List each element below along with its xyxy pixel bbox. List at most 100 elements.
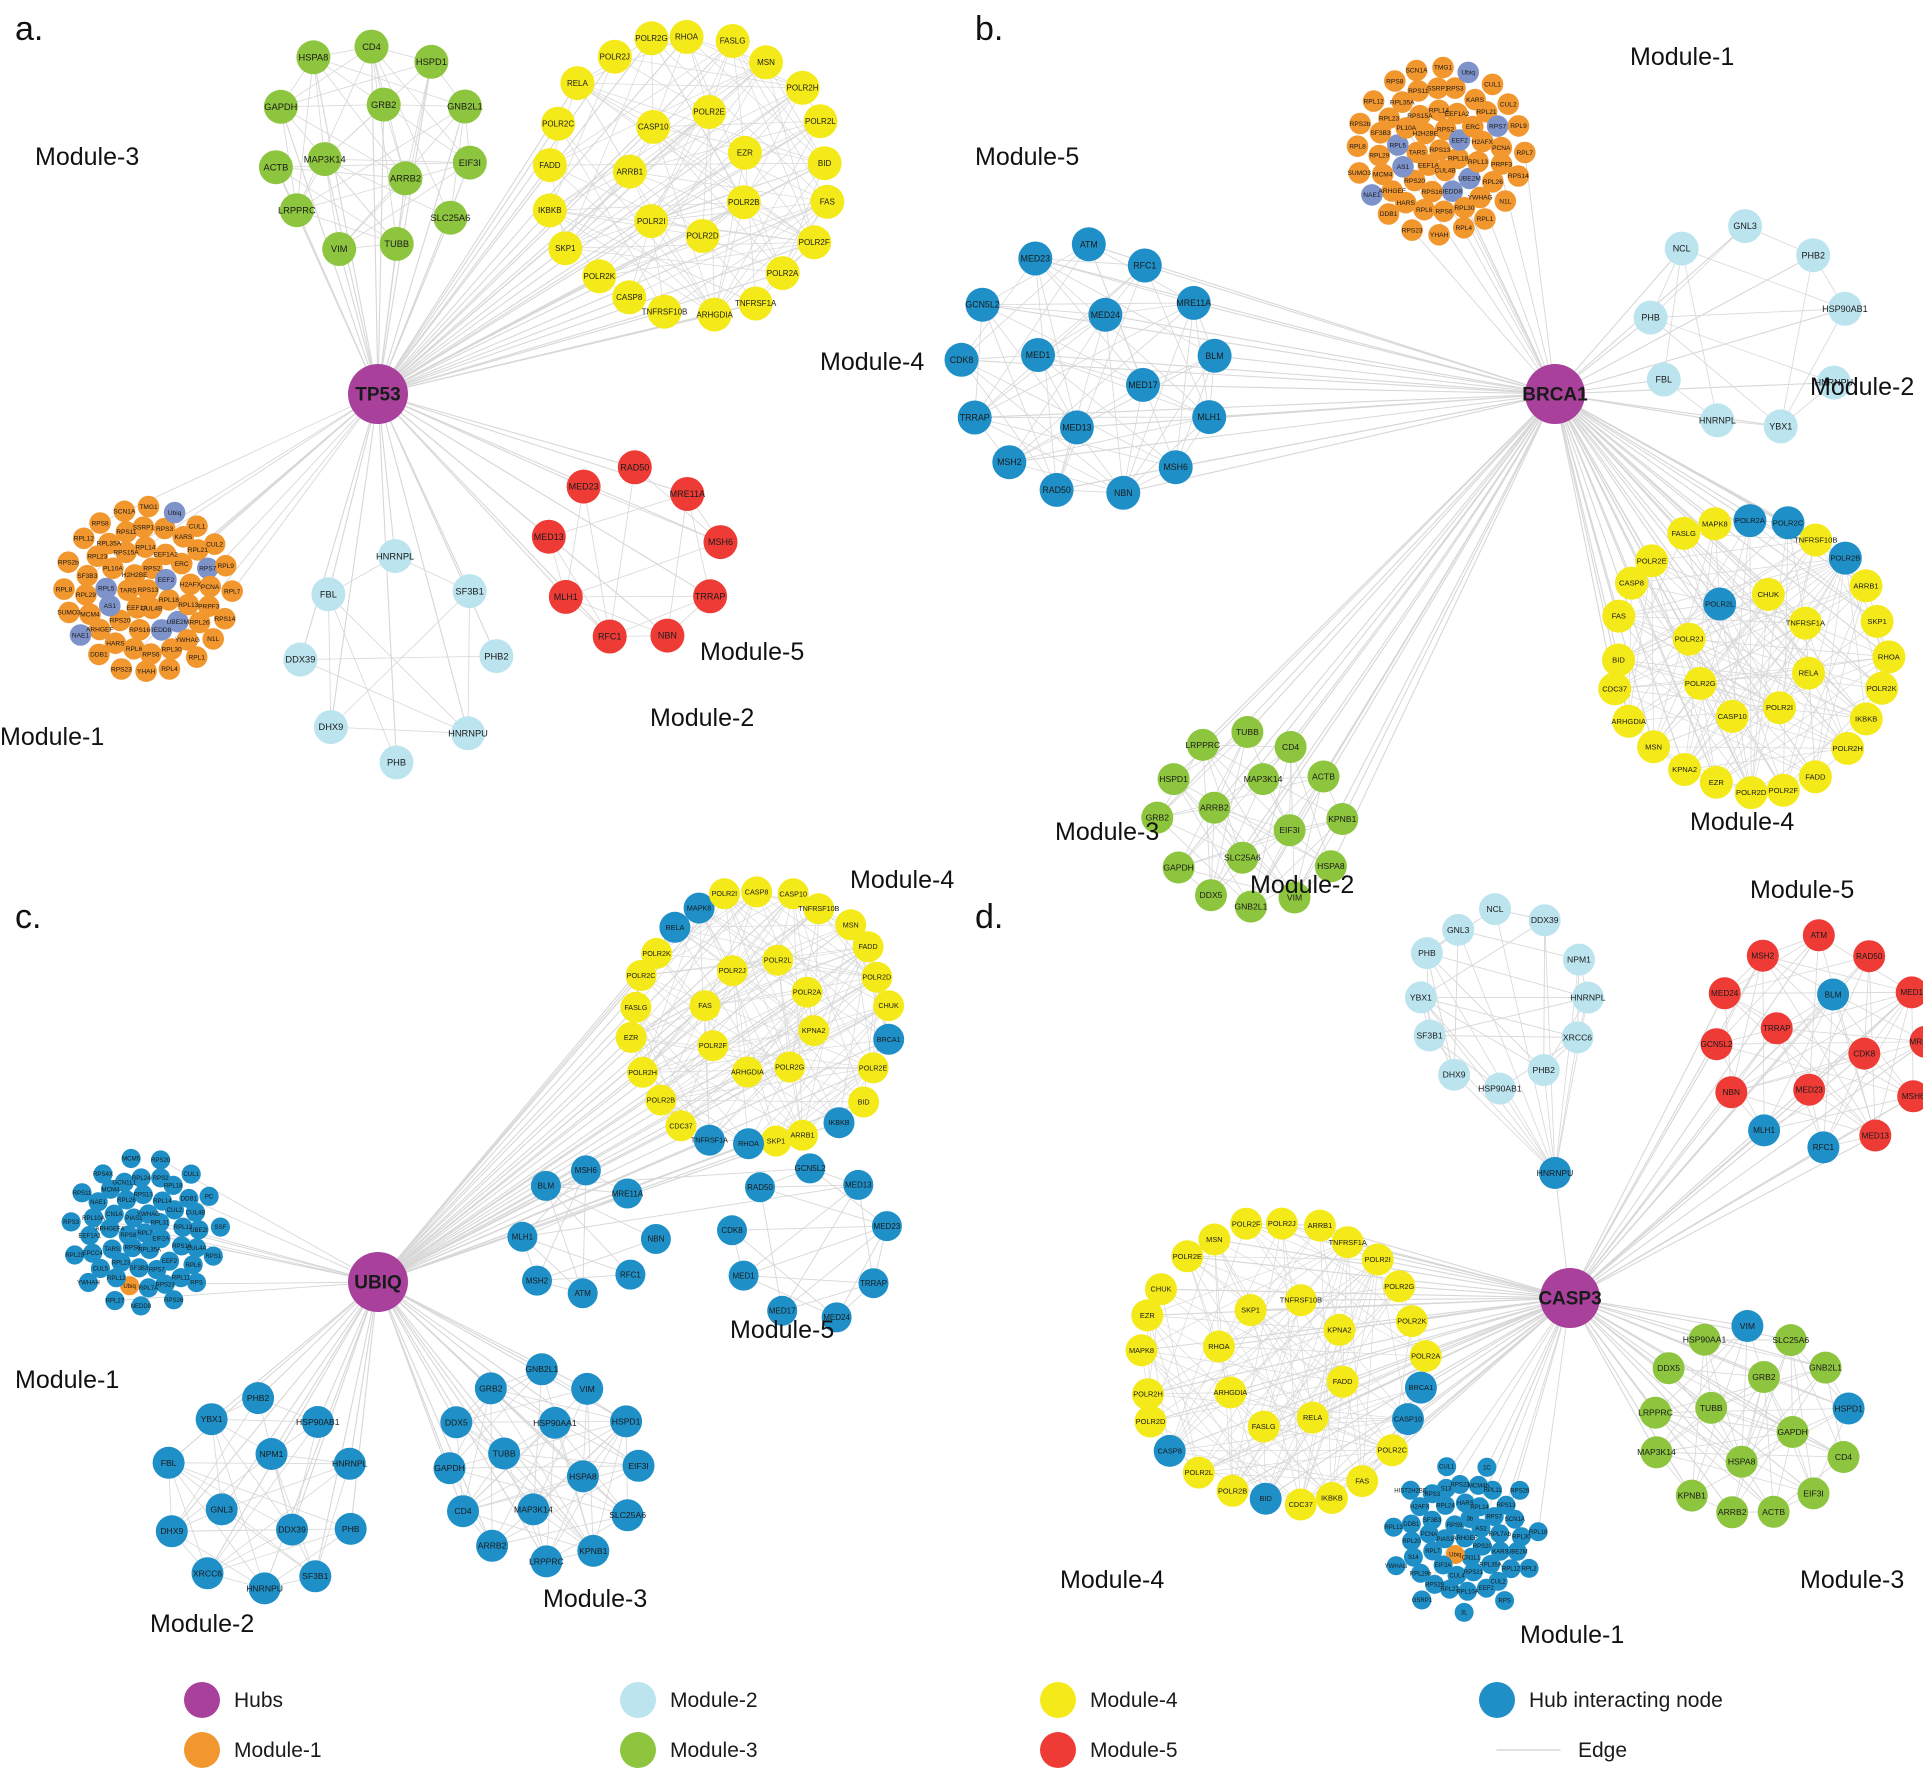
svg-text:YWHAG: YWHAG xyxy=(1468,195,1493,202)
svg-text:MED23: MED23 xyxy=(569,482,599,492)
svg-text:VIM: VIM xyxy=(1740,1321,1755,1331)
svg-text:DDB1: DDB1 xyxy=(90,652,108,659)
svg-text:POLR2F: POLR2F xyxy=(1232,1219,1261,1228)
svg-text:RPS7: RPS7 xyxy=(199,566,217,573)
svg-text:CUL2: CUL2 xyxy=(1490,1579,1506,1585)
svg-text:SLC25A6: SLC25A6 xyxy=(1224,853,1261,863)
svg-text:CUL4A: CUL4A xyxy=(187,1245,208,1252)
svg-text:MAP3K14: MAP3K14 xyxy=(1244,774,1283,784)
svg-text:RPL7Ab: RPL7Ab xyxy=(1489,1532,1512,1538)
svg-text:POLR2I: POLR2I xyxy=(712,889,738,898)
svg-text:RPL27: RPL27 xyxy=(106,1298,125,1305)
svg-text:MSH6: MSH6 xyxy=(1163,462,1188,472)
svg-text:b.: b. xyxy=(975,10,1003,48)
svg-text:c.: c. xyxy=(15,898,41,936)
svg-text:MED1: MED1 xyxy=(732,1271,755,1280)
svg-text:MAPK8: MAPK8 xyxy=(687,904,711,913)
svg-text:GAPDH: GAPDH xyxy=(1163,862,1194,872)
svg-text:DHX9: DHX9 xyxy=(160,1526,183,1536)
svg-text:HSPA8: HSPA8 xyxy=(298,53,328,63)
svg-text:YBX1: YBX1 xyxy=(1410,992,1432,1002)
svg-text:RPL26: RPL26 xyxy=(1483,179,1503,186)
svg-text:YWHAH: YWHAH xyxy=(77,1280,100,1287)
svg-text:FASLG: FASLG xyxy=(1252,1422,1276,1431)
svg-text:HSP90AB1: HSP90AB1 xyxy=(296,1417,340,1427)
svg-text:SKP1: SKP1 xyxy=(555,244,576,253)
svg-text:RPS23: RPS23 xyxy=(1402,227,1423,234)
svg-text:RPL9: RPL9 xyxy=(217,563,234,570)
svg-text:ARHGDIA: ARHGDIA xyxy=(696,310,733,319)
svg-text:PHB: PHB xyxy=(1641,313,1660,323)
svg-text:ARRB1: ARRB1 xyxy=(791,1131,815,1140)
svg-text:TNFRSF10B: TNFRSF10B xyxy=(798,904,839,913)
svg-text:FAS: FAS xyxy=(1355,1477,1369,1486)
svg-text:TARS: TARS xyxy=(119,588,137,595)
svg-text:KPNA2: KPNA2 xyxy=(1672,765,1697,774)
svg-text:POLR2D: POLR2D xyxy=(1736,788,1767,797)
svg-text:AS1: AS1 xyxy=(1397,164,1410,171)
svg-text:CASP8: CASP8 xyxy=(616,293,643,302)
svg-text:CASP8: CASP8 xyxy=(1619,579,1644,588)
svg-text:POLR2I: POLR2I xyxy=(1365,1255,1391,1264)
svg-text:MSN: MSN xyxy=(1206,1235,1222,1244)
svg-text:RPL10A: RPL10A xyxy=(1456,1589,1478,1595)
svg-text:CUL2: CUL2 xyxy=(167,1207,183,1214)
svg-text:YHAH: YHAH xyxy=(137,669,156,676)
svg-text:CD4: CD4 xyxy=(1282,742,1299,752)
svg-text:RPL12: RPL12 xyxy=(1364,98,1384,105)
svg-text:ERC: ERC xyxy=(1466,124,1480,131)
svg-text:FADD: FADD xyxy=(1333,1377,1353,1386)
svg-text:RPL1: RPL1 xyxy=(188,654,205,661)
svg-text:HSPD1: HSPD1 xyxy=(612,1416,641,1426)
svg-text:EIF3I: EIF3I xyxy=(1279,825,1300,835)
svg-text:DDB1: DDB1 xyxy=(1380,211,1398,218)
svg-text:RELA: RELA xyxy=(1303,1413,1322,1422)
svg-text:ATM: ATM xyxy=(575,1289,592,1298)
svg-text:Module-3: Module-3 xyxy=(1055,818,1159,846)
svg-text:RPL29: RPL29 xyxy=(76,592,96,599)
svg-text:DDX39: DDX39 xyxy=(285,655,315,665)
svg-text:YHAH: YHAH xyxy=(1430,232,1449,239)
svg-text:Module-1: Module-1 xyxy=(1520,1621,1624,1649)
svg-text:POLR2F: POLR2F xyxy=(799,238,830,247)
svg-text:MED17: MED17 xyxy=(769,1307,796,1316)
svg-text:RPS4X: RPS4X xyxy=(93,1171,113,1178)
svg-text:MED13: MED13 xyxy=(1062,422,1091,432)
svg-text:RPL12: RPL12 xyxy=(107,1275,126,1282)
svg-text:PC: PC xyxy=(205,1194,214,1201)
svg-text:GRB2: GRB2 xyxy=(371,100,396,110)
svg-text:Module-4: Module-4 xyxy=(1060,1566,1164,1594)
svg-text:MSH6: MSH6 xyxy=(1902,1092,1923,1101)
svg-text:POLR2G: POLR2G xyxy=(1685,679,1716,688)
svg-text:HNRNPL: HNRNPL xyxy=(1699,415,1736,425)
svg-text:RPS2b: RPS2b xyxy=(58,559,79,566)
svg-text:RPS23: RPS23 xyxy=(111,666,132,673)
svg-text:3b: 3b xyxy=(1466,1517,1473,1523)
svg-text:RPL12: RPL12 xyxy=(74,536,94,543)
svg-text:DHX9: DHX9 xyxy=(1443,1070,1466,1080)
svg-text:MED24: MED24 xyxy=(1711,989,1739,998)
svg-text:POLR2C: POLR2C xyxy=(627,971,656,980)
svg-text:Module-2: Module-2 xyxy=(150,1610,254,1638)
svg-text:MED24: MED24 xyxy=(1091,310,1120,320)
svg-text:RPS16: RPS16 xyxy=(129,627,150,634)
svg-text:ARRB2: ARRB2 xyxy=(390,174,421,184)
svg-text:RPL26: RPL26 xyxy=(190,620,210,627)
svg-text:Module-5: Module-5 xyxy=(700,638,804,666)
svg-text:Ubiq: Ubiq xyxy=(1461,70,1475,77)
svg-text:DDB1: DDB1 xyxy=(1403,1522,1420,1528)
svg-text:IKBKB: IKBKB xyxy=(1321,1494,1343,1503)
svg-text:ARRB1: ARRB1 xyxy=(1308,1221,1333,1230)
svg-text:HSPD1: HSPD1 xyxy=(1834,1403,1863,1413)
svg-text:SLC25A6: SLC25A6 xyxy=(609,1510,646,1520)
svg-text:RPS23: RPS23 xyxy=(155,1281,175,1288)
svg-text:EZR: EZR xyxy=(1140,1311,1155,1320)
svg-text:RPL7: RPL7 xyxy=(1517,150,1534,157)
svg-text:ARHGDIA: ARHGDIA xyxy=(731,1068,764,1077)
svg-text:GAPDH: GAPDH xyxy=(264,102,297,112)
svg-text:HNRNPU: HNRNPU xyxy=(448,728,488,738)
svg-text:SUMO3: SUMO3 xyxy=(57,610,81,617)
svg-text:RPS20: RPS20 xyxy=(151,1157,171,1164)
svg-text:HNRNPL: HNRNPL xyxy=(332,1459,368,1469)
svg-text:MED23: MED23 xyxy=(1021,254,1050,264)
